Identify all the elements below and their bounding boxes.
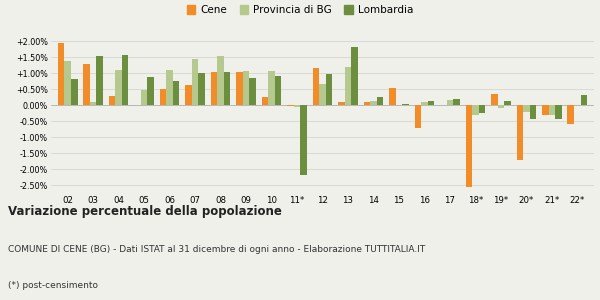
Bar [199,73,205,105]
Text: Variazione percentuale della popolazione: Variazione percentuale della popolazione [8,206,281,218]
Bar [319,84,326,105]
Bar [402,104,409,105]
Bar [97,56,103,105]
Bar [173,81,179,105]
Bar [301,105,307,175]
Bar [466,105,472,187]
Bar [472,105,479,115]
Bar [268,71,275,105]
Bar [262,97,268,105]
Bar [217,56,224,105]
Bar [415,105,421,128]
Bar [90,102,97,105]
Bar [389,88,395,105]
Bar [122,55,128,105]
Bar [148,77,154,105]
Bar [236,71,243,105]
Bar [421,102,428,105]
Legend: Cene, Provincia di BG, Lombardia: Cene, Provincia di BG, Lombardia [187,5,413,15]
Bar [243,70,250,105]
Bar [71,79,77,105]
Bar [453,99,460,105]
Bar [352,47,358,105]
Text: COMUNE DI CENE (BG) - Dati ISTAT al 31 dicembre di ogni anno - Elaborazione TUTT: COMUNE DI CENE (BG) - Dati ISTAT al 31 d… [8,244,425,253]
Bar [250,78,256,105]
Bar [83,64,90,105]
Bar [555,105,562,119]
Bar [428,101,434,105]
Bar [211,71,217,105]
Bar [293,105,301,106]
Bar [287,105,293,106]
Bar [497,105,504,108]
Bar [523,105,530,112]
Bar [364,102,370,105]
Bar [64,61,71,105]
Bar [224,72,230,105]
Bar [275,76,281,105]
Bar [326,74,332,105]
Bar [581,95,587,105]
Bar [160,88,166,105]
Bar [530,105,536,119]
Text: (*) post-censimento: (*) post-censimento [8,280,98,290]
Bar [548,105,555,115]
Bar [491,94,497,105]
Bar [109,96,115,105]
Bar [542,105,548,115]
Bar [141,90,148,105]
Bar [338,102,344,105]
Bar [192,59,199,105]
Bar [517,105,523,160]
Bar [58,43,64,105]
Bar [479,105,485,113]
Bar [504,101,511,105]
Bar [185,85,192,105]
Bar [568,105,574,124]
Bar [446,100,453,105]
Bar [313,68,319,105]
Bar [166,70,173,105]
Bar [344,67,352,105]
Bar [115,70,122,105]
Bar [370,101,377,105]
Bar [377,97,383,105]
